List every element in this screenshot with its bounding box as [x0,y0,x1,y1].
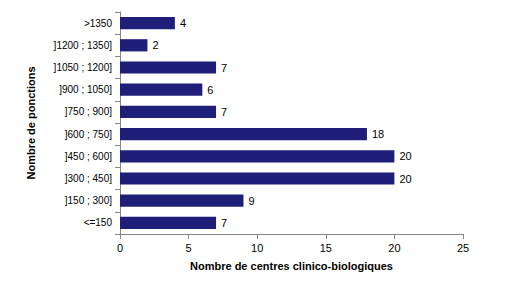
svg-text:]1050 ; 1200]: ]1050 ; 1200] [54,62,113,73]
svg-text:5: 5 [186,242,192,254]
svg-text:Nombre de ponctions: Nombre de ponctions [25,66,37,179]
svg-text:]150 ; 300]: ]150 ; 300] [65,195,112,206]
svg-text:]750 ; 900]: ]750 ; 900] [65,106,112,117]
svg-text:]600 ; 750]: ]600 ; 750] [65,129,112,140]
svg-text:7: 7 [221,106,227,118]
svg-text:6: 6 [207,84,213,96]
svg-text:<=150: <=150 [84,217,113,228]
svg-text:20: 20 [399,150,411,162]
svg-text:4: 4 [180,17,186,29]
svg-text:25: 25 [457,242,469,254]
svg-text:2: 2 [152,39,158,51]
svg-text:0: 0 [117,242,123,254]
svg-text:]300 ; 450]: ]300 ; 450] [65,173,112,184]
svg-text:10: 10 [251,242,263,254]
svg-text:]1200 ; 1350]: ]1200 ; 1350] [54,40,113,51]
svg-text:]900 ; 1050]: ]900 ; 1050] [59,84,112,95]
svg-text:20: 20 [388,242,400,254]
svg-text:9: 9 [248,195,254,207]
svg-text:>1350: >1350 [84,18,113,29]
svg-text:7: 7 [221,62,227,74]
svg-text:20: 20 [399,173,411,185]
svg-text:15: 15 [320,242,332,254]
svg-text:7: 7 [221,217,227,229]
svg-text:]450 ; 600]: ]450 ; 600] [65,151,112,162]
svg-text:18: 18 [372,128,384,140]
svg-text:Nombre de centres clinico-biol: Nombre de centres clinico-biologiques [190,260,393,272]
